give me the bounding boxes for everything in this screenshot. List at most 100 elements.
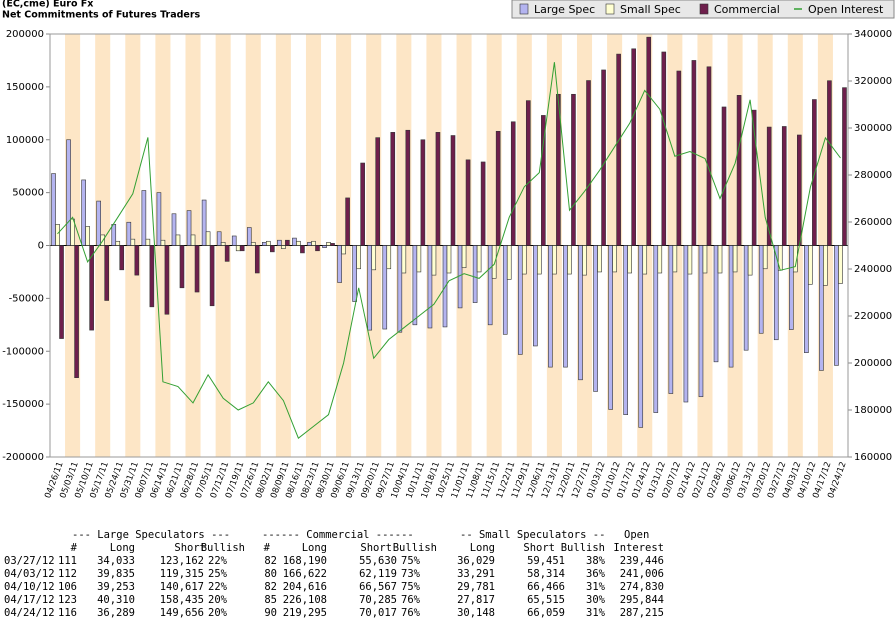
bar bbox=[435, 132, 441, 246]
bar bbox=[521, 245, 527, 275]
bar bbox=[804, 245, 809, 353]
table-cell: 36,029 bbox=[457, 555, 495, 567]
bar bbox=[661, 51, 667, 246]
table-cell: 27,817 bbox=[457, 594, 495, 606]
bar bbox=[646, 36, 652, 246]
bar bbox=[563, 245, 568, 368]
chart-title: (EC,cme) Euro Fx bbox=[2, 0, 93, 10]
table-cell: 29,781 bbox=[457, 581, 495, 593]
bar bbox=[525, 100, 531, 246]
legend-label: Open Interest bbox=[808, 3, 884, 16]
legend-swatch bbox=[519, 3, 529, 15]
table-header: # bbox=[264, 542, 271, 554]
bar bbox=[115, 240, 121, 246]
legend-label: Small Spec bbox=[620, 3, 681, 16]
y2-tick-label: 240000 bbox=[854, 264, 892, 275]
legend-swatch bbox=[699, 3, 709, 15]
y-tick-label: 150000 bbox=[6, 82, 44, 93]
bar bbox=[823, 245, 828, 286]
bar bbox=[266, 240, 271, 246]
bar bbox=[315, 245, 320, 252]
legend-label: Large Spec bbox=[534, 3, 595, 16]
bar bbox=[201, 199, 207, 246]
table-group-header: --- Large Speculators --- bbox=[72, 529, 230, 541]
y-tick-label: 0 bbox=[38, 241, 44, 252]
bar bbox=[296, 240, 301, 246]
table-cell: 90 bbox=[264, 607, 277, 618]
table-header: Short bbox=[360, 542, 392, 554]
bar bbox=[416, 245, 422, 273]
bar bbox=[190, 234, 196, 246]
table-cell: 20% bbox=[208, 607, 228, 618]
bar bbox=[578, 245, 583, 381]
table-cell: 30,148 bbox=[457, 607, 495, 618]
table-cell: 03/27/12 bbox=[4, 555, 55, 567]
table-cell: 66,466 bbox=[527, 581, 565, 593]
table-group-header: Open bbox=[624, 529, 649, 541]
table-header: Long bbox=[470, 542, 495, 554]
bar bbox=[292, 237, 297, 246]
bar bbox=[713, 245, 719, 363]
bar bbox=[85, 226, 90, 246]
bar bbox=[781, 126, 787, 246]
table-cell: 33,291 bbox=[457, 568, 495, 580]
line bbox=[57, 62, 841, 440]
bar bbox=[59, 245, 64, 339]
y2-tick-label: 260000 bbox=[854, 217, 892, 228]
bar bbox=[672, 245, 678, 273]
bar bbox=[627, 245, 632, 274]
bar bbox=[322, 245, 327, 248]
bar bbox=[601, 69, 606, 246]
bar bbox=[608, 245, 613, 410]
bar bbox=[285, 239, 290, 246]
table-cell: 85 bbox=[264, 594, 277, 606]
bar bbox=[517, 245, 523, 355]
chart-subtitle: Net Commitments of Futures Traders bbox=[2, 10, 201, 21]
bar bbox=[616, 53, 621, 246]
plot-border bbox=[49, 33, 849, 458]
bar bbox=[586, 80, 591, 246]
table-header: Long bbox=[110, 542, 135, 554]
bar bbox=[427, 245, 433, 329]
table-cell: 111 bbox=[58, 555, 77, 567]
bar bbox=[216, 231, 222, 246]
bar bbox=[390, 132, 396, 246]
bar bbox=[706, 66, 712, 246]
table-cell: 239,446 bbox=[620, 555, 664, 567]
bar bbox=[743, 245, 749, 351]
table-cell: 274,830 bbox=[620, 581, 664, 593]
bar bbox=[571, 93, 576, 246]
bar bbox=[657, 245, 663, 274]
bar bbox=[330, 243, 335, 246]
bar bbox=[224, 245, 230, 262]
table-cell: 73% bbox=[401, 568, 421, 580]
bar bbox=[220, 242, 226, 246]
bar bbox=[405, 129, 411, 246]
bar bbox=[567, 245, 572, 275]
bar bbox=[209, 245, 215, 307]
table-cell: 20% bbox=[208, 594, 228, 606]
bar bbox=[96, 200, 101, 246]
table-group-header: ------ Commercial ------ bbox=[262, 529, 414, 541]
table-cell: 36% bbox=[586, 568, 606, 580]
bar bbox=[397, 245, 403, 333]
y2-tick-label: 300000 bbox=[854, 123, 892, 134]
bar bbox=[668, 245, 674, 394]
bar bbox=[556, 93, 561, 246]
y2-tick-label: 340000 bbox=[854, 29, 892, 40]
y2-tick-label: 160000 bbox=[854, 452, 892, 463]
y-tick-label: -50000 bbox=[9, 293, 44, 304]
bar bbox=[300, 245, 305, 254]
bar bbox=[533, 245, 538, 347]
table-header: Bullish bbox=[393, 542, 437, 554]
bar bbox=[773, 245, 779, 341]
bar bbox=[160, 239, 166, 246]
bar bbox=[797, 134, 802, 246]
bar bbox=[250, 242, 256, 246]
bar bbox=[311, 240, 316, 246]
table-cell: 04/03/12 bbox=[4, 568, 55, 580]
bar bbox=[450, 135, 456, 246]
bar bbox=[506, 245, 512, 280]
bar bbox=[164, 245, 170, 315]
